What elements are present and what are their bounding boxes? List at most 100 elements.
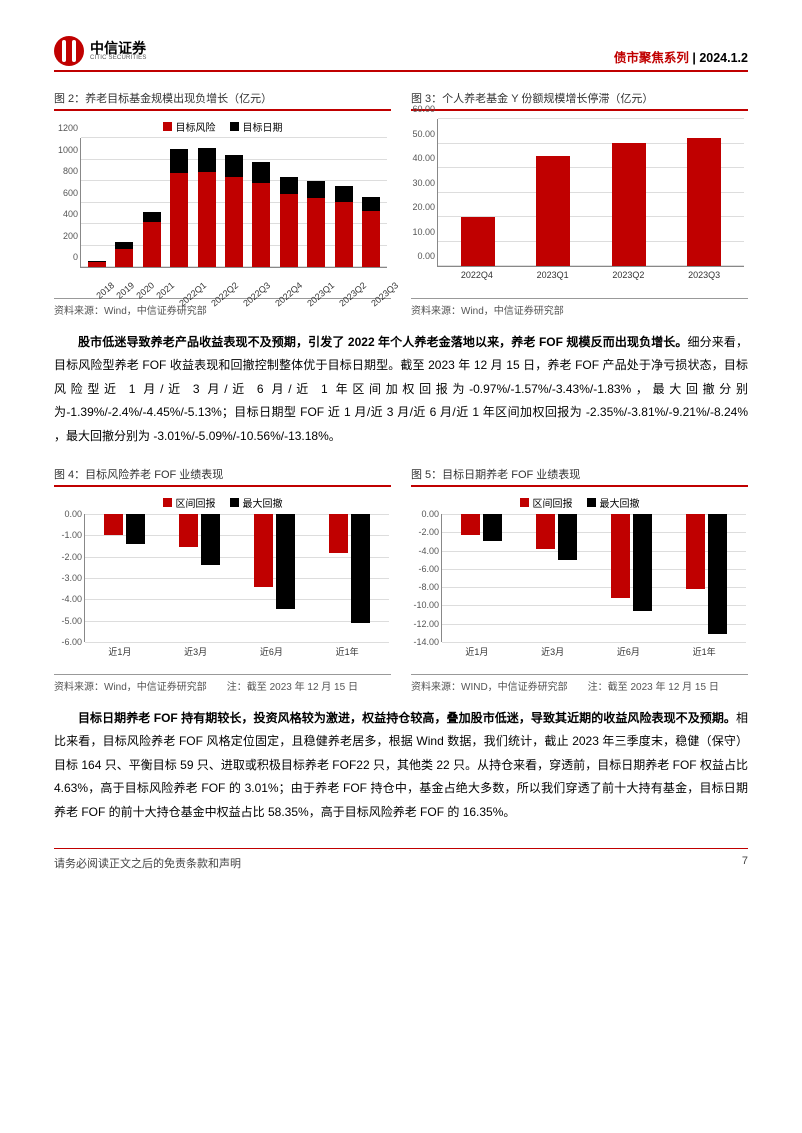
bar-risk — [362, 211, 380, 267]
bar-return — [179, 514, 198, 547]
bar-drawdown — [276, 514, 295, 609]
bar-risk — [280, 194, 298, 267]
chart5-note: 注：截至 2023 年 12 月 15 日 — [588, 682, 719, 693]
x-label: 2022Q4 — [461, 270, 493, 280]
legend-swatch-risk — [163, 122, 172, 131]
chart2-title: 图 2：养老目标基金规模出现负增长（亿元） — [54, 90, 391, 111]
x-label: 近1年 — [693, 645, 716, 658]
legend-label: 目标日期 — [243, 119, 283, 134]
page-header: 中信证券 CITIC SECURITIES 债市聚焦系列 | 2024.1.2 — [54, 36, 748, 72]
bar-drawdown — [201, 514, 220, 565]
bar-drawdown — [126, 514, 145, 544]
bar-return — [254, 514, 273, 587]
bar-group — [362, 197, 380, 267]
bar-group — [252, 162, 270, 267]
x-label: 近1年 — [336, 645, 359, 658]
x-label: 近3月 — [541, 645, 564, 658]
chart4-src-text: 资料来源：Wind，中信证券研究部 — [54, 682, 207, 693]
bar-date — [143, 212, 161, 222]
header-sep: | — [689, 51, 699, 65]
bar-date — [335, 186, 353, 202]
bar-group — [461, 514, 502, 542]
para1-lead: 股市低迷导致养老产品收益表现不及预期，引发了 2022 年个人养老金落地以来，养… — [78, 335, 688, 349]
bar — [687, 138, 721, 266]
chart5-title: 图 5：目标日期养老 FOF 业绩表现 — [411, 466, 748, 487]
bar-risk — [115, 249, 133, 267]
bar — [612, 143, 646, 266]
x-label: 2023Q1 — [537, 270, 569, 280]
bar-date — [225, 155, 243, 177]
chart5: 区间回报 最大回撤 0.00-2.00-4.00-6.00-8.00-10.00… — [411, 495, 748, 670]
chart4: 区间回报 最大回撤 0.00-1.00-2.00-3.00-4.00-5.00-… — [54, 495, 391, 670]
bar-group — [225, 155, 243, 267]
bar-group — [88, 261, 106, 268]
bar-group — [329, 514, 370, 623]
header-date: 2024.1.2 — [699, 51, 748, 65]
legend-label: 区间回报 — [176, 495, 216, 510]
chart5-src-text: 资料来源：WIND，中信证券研究部 — [411, 682, 568, 693]
logo: 中信证券 CITIC SECURITIES — [54, 36, 147, 66]
bar-risk — [88, 262, 106, 267]
bar-date — [280, 177, 298, 195]
bar — [461, 217, 495, 266]
para1-rest: 细分来看，目标风险型养老 FOF 收益表现和回撤控制整体优于目标日期型。截至 2… — [54, 335, 748, 443]
legend-swatch-date — [230, 122, 239, 131]
bar-group — [170, 149, 188, 267]
chart3-title: 图 3：个人养老基金 Y 份额规模增长停滞（亿元） — [411, 90, 748, 111]
x-label: 近1月 — [465, 645, 488, 658]
bar-drawdown — [351, 514, 370, 623]
bar-date — [170, 149, 188, 173]
x-label: 近6月 — [617, 645, 640, 658]
chart3-source: 资料来源：Wind，中信证券研究部 — [411, 298, 748, 317]
page-footer: 请务必阅读正文之后的免责条款和声明 7 — [54, 848, 748, 871]
chart4-note: 注：截至 2023 年 12 月 15 日 — [227, 682, 358, 693]
bar-group — [104, 514, 145, 544]
bar-risk — [307, 198, 325, 267]
bar — [536, 156, 570, 266]
bar-return — [536, 514, 555, 549]
bar-group — [307, 181, 325, 267]
bar-group — [179, 514, 220, 565]
bar-group — [611, 514, 652, 611]
footer-page: 7 — [742, 855, 748, 871]
legend-swatch-ret — [163, 498, 172, 507]
bar-drawdown — [483, 514, 502, 542]
chart3: 0.0010.0020.0030.0040.0050.0060.00 2022Q… — [411, 119, 748, 294]
bar-risk — [252, 183, 270, 267]
bar-group — [115, 242, 133, 267]
bar-date — [362, 197, 380, 211]
x-label: 近3月 — [184, 645, 207, 658]
x-label: 近6月 — [260, 645, 283, 658]
bar-return — [329, 514, 348, 553]
legend-swatch-dd — [587, 498, 596, 507]
x-label: 2023Q2 — [612, 270, 644, 280]
legend-label: 最大回撤 — [243, 495, 283, 510]
bar-group — [335, 186, 353, 267]
logo-mark — [54, 36, 84, 66]
bar-return — [611, 514, 630, 598]
x-label: 2021 — [147, 271, 176, 301]
legend-swatch-ret — [520, 498, 529, 507]
bar-risk — [225, 177, 243, 267]
bar-group — [198, 148, 216, 267]
para2-rest: 相比来看，目标风险养老 FOF 风格定位固定，且稳健养老居多，根据 Wind 数… — [54, 711, 748, 819]
logo-cn: 中信证券 — [90, 41, 147, 55]
bar-return — [461, 514, 480, 535]
bar-risk — [143, 222, 161, 268]
bar-drawdown — [558, 514, 577, 561]
bar-drawdown — [633, 514, 652, 611]
bar-drawdown — [708, 514, 727, 635]
bar-date — [252, 162, 270, 183]
bar-group — [143, 212, 161, 267]
chart4-source: 资料来源：Wind，中信证券研究部 注：截至 2023 年 12 月 15 日 — [54, 674, 391, 693]
chart2: 目标风险 目标日期 020040060080010001200 20182019… — [54, 119, 391, 294]
bar-risk — [170, 173, 188, 267]
header-series: 债市聚焦系列 — [614, 51, 689, 65]
bar-group — [686, 514, 727, 635]
paragraph-1: 股市低迷导致养老产品收益表现不及预期，引发了 2022 年个人养老金落地以来，养… — [54, 331, 748, 448]
bar-group — [254, 514, 295, 609]
x-label: 2023Q3 — [688, 270, 720, 280]
x-label: 近1月 — [108, 645, 131, 658]
paragraph-2: 目标日期养老 FOF 持有期较长，投资风格较为激进，权益持仓较高，叠加股市低迷，… — [54, 707, 748, 824]
chart4-title: 图 4：目标风险养老 FOF 业绩表现 — [54, 466, 391, 487]
